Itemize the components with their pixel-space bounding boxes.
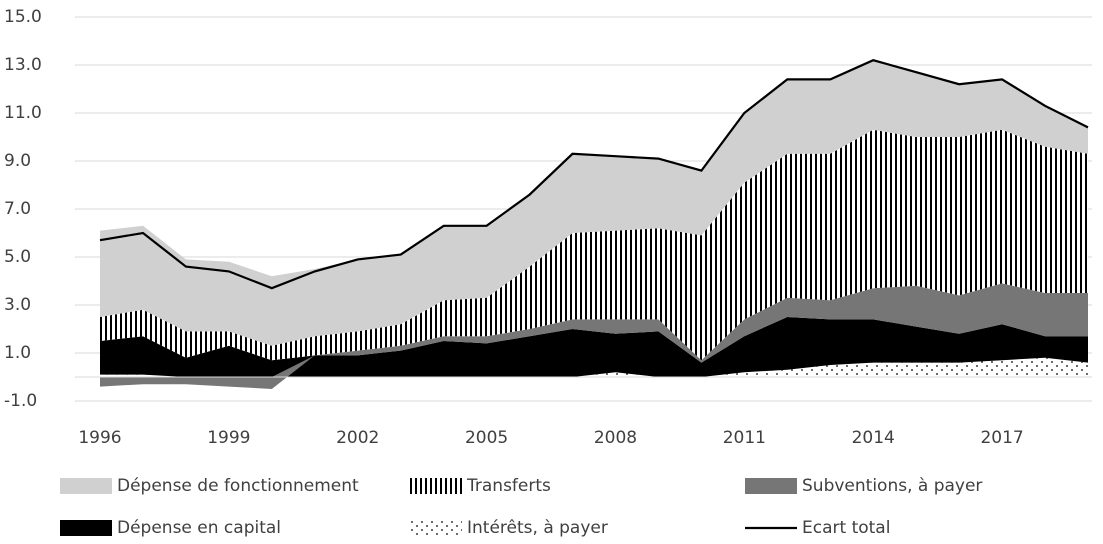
legend-swatch [745,478,797,494]
legend-label: Intérêts, à payer [467,518,608,538]
legend-label: Transferts [466,476,551,496]
y-tick-label: 9.0 [4,151,31,171]
x-tick-label: 2011 [723,428,766,448]
x-tick-label: 2008 [594,428,637,448]
y-tick-label: 11.0 [4,103,42,123]
area [100,283,1088,389]
area [100,317,1088,377]
y-tick-label: 7.0 [4,199,31,219]
x-tick-label: 2014 [852,428,895,448]
x-tick-label: 2005 [465,428,508,448]
area [100,129,1088,361]
y-tick-label: 3.0 [4,295,31,315]
y-tick-label: 5.0 [4,247,31,267]
area [100,60,1088,346]
y-tick-label: 1.0 [4,343,31,363]
legend-swatch [410,478,462,494]
x-tick-label: 2017 [980,428,1023,448]
x-tick-label: 2002 [336,428,379,448]
y-tick-label: 15.0 [4,7,42,27]
x-tick-label: 1996 [78,428,121,448]
legend-label: Dépense en capital [117,518,281,538]
area [100,357,1088,377]
legend-label: Ecart total [802,518,890,538]
legend-swatch [60,520,112,536]
legend-swatch [60,478,112,494]
legend-label: Subventions, à payer [802,476,982,496]
legend-swatch [410,520,462,536]
line [99,59,1089,290]
y-tick-label: 13.0 [4,55,42,75]
y-tick-label: -1.0 [4,391,37,411]
legend-label: Dépense de fonctionnement [117,476,359,496]
areas [100,60,1088,389]
x-tick-label: 1999 [207,428,250,448]
